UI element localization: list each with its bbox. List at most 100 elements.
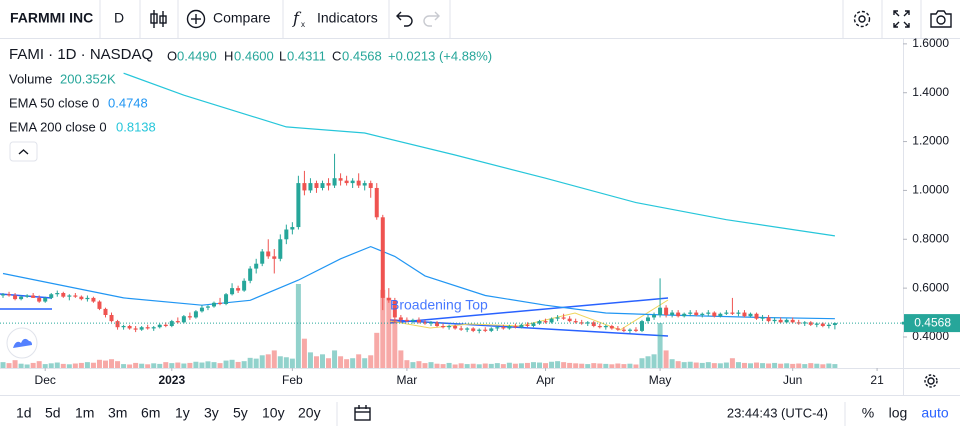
candle-body [224,294,229,305]
candle-body [459,328,464,330]
range-button[interactable]: 10y [262,405,285,421]
candle-body [766,317,771,322]
date-range-icon[interactable] [354,405,371,421]
candle-body [772,319,777,322]
candle-body [133,328,138,330]
volume-bar [747,363,753,368]
candle-body [260,251,265,264]
legend-c-label: C [332,48,341,63]
candle-body [646,317,651,322]
volume-bar [368,355,374,368]
candle-body [121,325,126,328]
volume-bar [555,361,561,368]
candle-body [531,323,536,326]
candle-body [49,294,54,298]
volume-bar [211,362,217,368]
compare-icon[interactable] [186,9,206,29]
volume-bar [60,363,66,368]
collapse-icon [18,149,29,155]
volume-bar [338,356,344,368]
candle-body [404,319,409,322]
candle-body [284,229,289,240]
legend-volume: 200.352K [60,71,116,86]
range-button[interactable]: 3y [204,405,219,421]
redo-icon[interactable] [423,11,440,27]
symbol-name[interactable]: FARMMI INC [10,10,93,26]
range-button[interactable]: 1d [16,405,32,421]
candle-body [730,312,735,314]
volume-bar [151,363,157,368]
time-axis-settings[interactable] [924,374,938,388]
volume-bar [157,363,163,368]
volume-bar [283,357,289,368]
indicators-icon[interactable]: f [292,9,302,28]
logo[interactable] [6,327,38,359]
volume-bar [344,359,350,368]
candle-body [615,328,620,330]
y-tick-label: 1.6000 [912,36,949,50]
volume-bar [573,363,579,368]
candle-body [145,327,150,329]
percent-toggle[interactable]: % [862,405,874,421]
volume-bar [729,358,735,368]
legend-ema50-args: EMA 50 close 0 [9,95,99,110]
candle-body [31,295,36,298]
settings-icon[interactable] [853,10,871,28]
volume-bar [205,361,211,368]
candle-body [597,325,602,328]
volume-bar [741,362,747,368]
candle-body [314,183,319,188]
candle-body [320,183,325,188]
range-button[interactable]: 1m [75,405,94,421]
volume-bar [416,361,422,368]
candle-body [308,183,313,191]
compare-button[interactable]: Compare [213,10,271,26]
log-toggle[interactable]: log [889,405,908,421]
auto-toggle[interactable]: auto [921,405,948,421]
snapshot-icon[interactable] [930,10,952,28]
legend: FAMI · 1D · NASDAQ O 0.4490 H 0.4600 L 0… [9,46,492,162]
volume-bar [253,358,259,368]
candle-body [344,180,349,184]
candle-body [742,312,747,317]
chart-style-icon[interactable] [150,10,167,28]
candle-body [525,324,530,326]
candle-body [609,325,614,329]
candle-body [706,312,711,314]
candle-body [242,280,247,291]
legend-volume-label: Volume [9,71,52,86]
last-price-pill [904,314,960,333]
candle-body [501,327,506,329]
range-button[interactable]: 20y [298,405,321,421]
volume-bar [790,363,796,368]
y-tick-label: 1.2000 [912,134,949,148]
volume-bar [579,363,585,368]
candle-body [652,314,657,318]
volume-bar [175,362,181,368]
candle-body [633,329,638,331]
range-button[interactable]: 6m [141,405,160,421]
fullscreen-icon[interactable] [893,10,910,28]
indicators-button[interactable]: Indicators [317,10,378,26]
collapse-button[interactable] [9,141,38,162]
range-button[interactable]: 5y [233,405,248,421]
volume-bar [723,362,729,368]
volume-bar [603,363,609,368]
volume-bar [784,363,790,368]
candle-body [537,321,542,324]
candle-body [205,306,210,308]
range-button[interactable]: 5d [45,405,61,421]
volume-bar [84,362,90,368]
undo-icon[interactable] [396,11,413,27]
interval[interactable]: D [114,10,124,26]
volume-bar [609,364,615,368]
volume-bar [109,359,115,368]
range-button[interactable]: 1y [175,405,190,421]
candle-body [356,180,361,186]
volume-bar [488,363,494,368]
candle-body [700,313,705,315]
range-button[interactable]: 3m [108,405,127,421]
candle-body [218,302,223,305]
x-tick-label: Dec [35,373,56,387]
y-tick-label: 1.0000 [912,183,949,197]
